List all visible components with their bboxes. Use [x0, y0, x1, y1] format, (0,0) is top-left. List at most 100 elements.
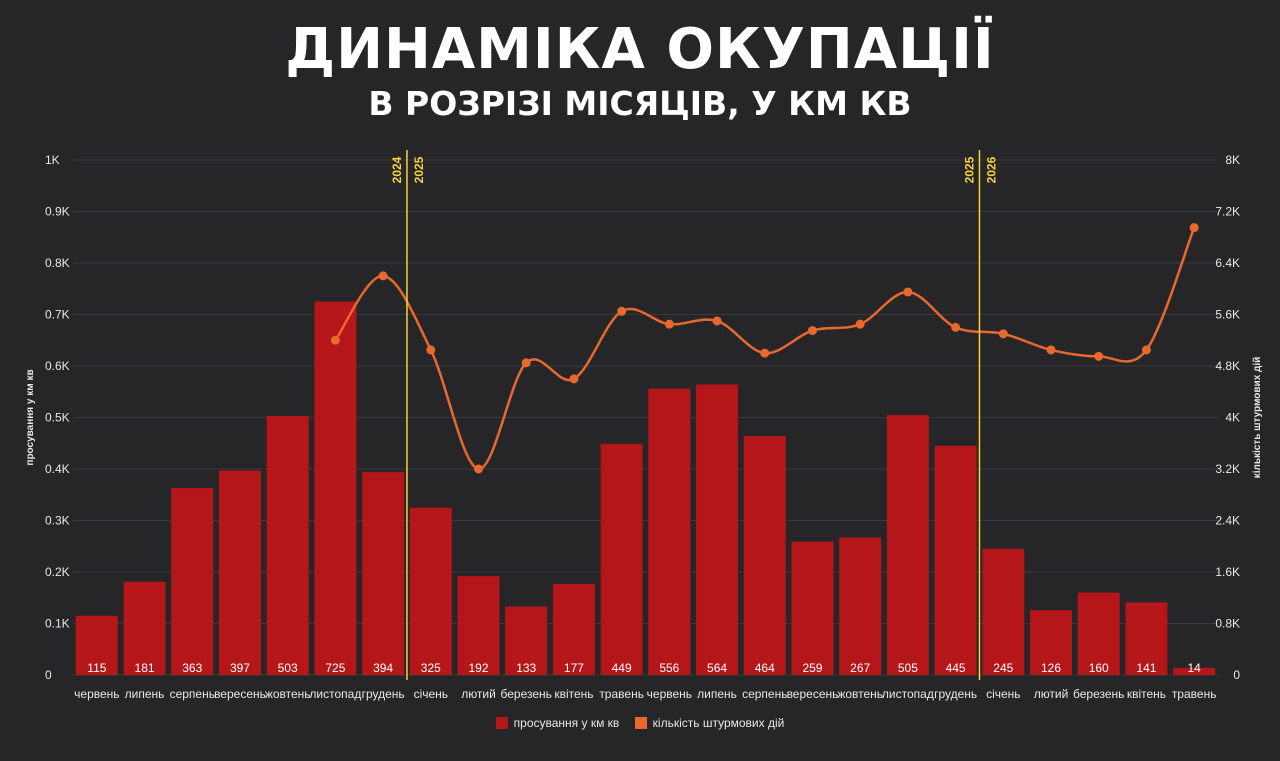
- y-tick-left: 0.2K: [45, 565, 70, 579]
- bar-value-label: 564: [707, 661, 727, 675]
- year-label-right: 2026: [984, 156, 998, 183]
- line-point: [760, 348, 770, 358]
- x-tick-label: березень: [501, 687, 552, 701]
- y-tick-right: 4.8K: [1215, 359, 1240, 373]
- x-tick-label: серпень: [170, 687, 215, 701]
- line-point: [569, 374, 579, 384]
- bar-value-label: 177: [564, 661, 584, 675]
- line-point: [807, 326, 817, 336]
- x-tick-label: серпень: [742, 687, 787, 701]
- bar: [1125, 602, 1168, 675]
- bar-value-label: 141: [1136, 661, 1156, 675]
- y-tick-left: 0: [45, 668, 52, 682]
- line-point: [903, 287, 913, 297]
- bar-value-label: 160: [1089, 661, 1109, 675]
- y-tick-right: 6.4K: [1215, 256, 1240, 270]
- x-tick-label: червень: [647, 687, 692, 701]
- bar: [791, 541, 834, 675]
- chart-title: ДИНАМІКА ОКУПАЦІЇ: [285, 17, 995, 82]
- bar: [218, 470, 261, 675]
- x-tick-label: вересень: [787, 687, 839, 701]
- bar: [743, 436, 786, 675]
- x-tick-label: лютий: [1034, 687, 1069, 701]
- bar-value-label: 133: [516, 661, 536, 675]
- line-point: [712, 316, 722, 326]
- year-label-right: 2025: [412, 156, 426, 183]
- y-tick-left: 0.4K: [45, 462, 70, 476]
- bar: [362, 472, 405, 675]
- bar: [123, 581, 166, 675]
- year-label-left: 2025: [962, 156, 976, 183]
- y-tick-left: 0.6K: [45, 359, 70, 373]
- x-tick-label: січень: [414, 687, 448, 701]
- bar: [314, 301, 357, 675]
- x-tick-label: березень: [1073, 687, 1124, 701]
- y-tick-left: 0.5K: [45, 411, 70, 425]
- bar-value-label: 445: [946, 661, 966, 675]
- x-tick-label: жовтень: [837, 687, 883, 701]
- x-tick-label: грудень: [934, 687, 977, 701]
- bar: [648, 388, 691, 675]
- bar-value-label: 325: [421, 661, 441, 675]
- x-tick-label: липень: [697, 687, 737, 701]
- bar-value-label: 363: [182, 661, 202, 675]
- bar-value-label: 503: [278, 661, 298, 675]
- legend-label-line: кількість штурмових дій: [652, 716, 785, 730]
- bar-value-label: 464: [755, 661, 775, 675]
- x-tick-label: січень: [986, 687, 1020, 701]
- x-tick-label: травень: [599, 687, 644, 701]
- bar: [171, 488, 214, 675]
- legend-swatch-line: [634, 717, 647, 729]
- x-tick-label: листопад: [309, 687, 361, 701]
- bar-value-label: 397: [230, 661, 250, 675]
- x-tick-label: квітень: [554, 687, 593, 701]
- bar: [1077, 592, 1120, 675]
- line-series: [334, 227, 1196, 471]
- bar: [839, 537, 882, 675]
- line-point: [1189, 223, 1199, 233]
- line-point: [664, 319, 674, 329]
- legend-swatch-bars: [495, 717, 508, 729]
- line-point: [1094, 351, 1104, 361]
- y-tick-right: 8K: [1225, 153, 1240, 167]
- bar-value-label: 505: [898, 661, 918, 675]
- x-tick-label: вересень: [214, 687, 266, 701]
- line-point: [1141, 345, 1151, 355]
- y-axis-title-right: кількість штурмових дій: [1252, 357, 1263, 479]
- legend-item-bars: просування у км кв: [495, 716, 619, 730]
- bar: [934, 445, 977, 675]
- line-point: [998, 329, 1008, 339]
- x-tick-label: липень: [125, 687, 165, 701]
- x-tick-label: грудень: [362, 687, 405, 701]
- bar: [982, 548, 1025, 675]
- y-tick-left: 0.3K: [45, 514, 70, 528]
- x-tick-label: квітень: [1127, 687, 1166, 701]
- bar-value-label: 192: [469, 661, 489, 675]
- bar: [409, 507, 452, 675]
- line-point: [378, 271, 388, 281]
- bar-value-label: 259: [802, 661, 822, 675]
- bar: [505, 606, 548, 675]
- line-point: [426, 345, 436, 355]
- bar-value-label: 394: [373, 661, 393, 675]
- x-tick-label: жовтень: [265, 687, 311, 701]
- bar: [696, 384, 739, 675]
- y-tick-right: 2.4K: [1215, 514, 1240, 528]
- bar-value-label: 267: [850, 661, 870, 675]
- x-tick-label: листопад: [882, 687, 934, 701]
- bar-value-label: 115: [87, 661, 106, 675]
- y-tick-right: 5.6K: [1215, 308, 1240, 322]
- y-tick-right: 1.6K: [1215, 565, 1240, 579]
- bar-value-label: 245: [993, 661, 1013, 675]
- x-tick-label: лютий: [461, 687, 496, 701]
- bar: [1030, 610, 1073, 675]
- y-tick-left: 0.8K: [45, 256, 70, 270]
- bar-value-label: 449: [612, 661, 632, 675]
- bar: [552, 583, 595, 675]
- y-tick-left: 1K: [45, 153, 60, 167]
- bar: [75, 615, 118, 675]
- bar-value-label: 556: [659, 661, 679, 675]
- y-tick-left: 0.1K: [45, 617, 70, 631]
- x-tick-label: травень: [1172, 687, 1217, 701]
